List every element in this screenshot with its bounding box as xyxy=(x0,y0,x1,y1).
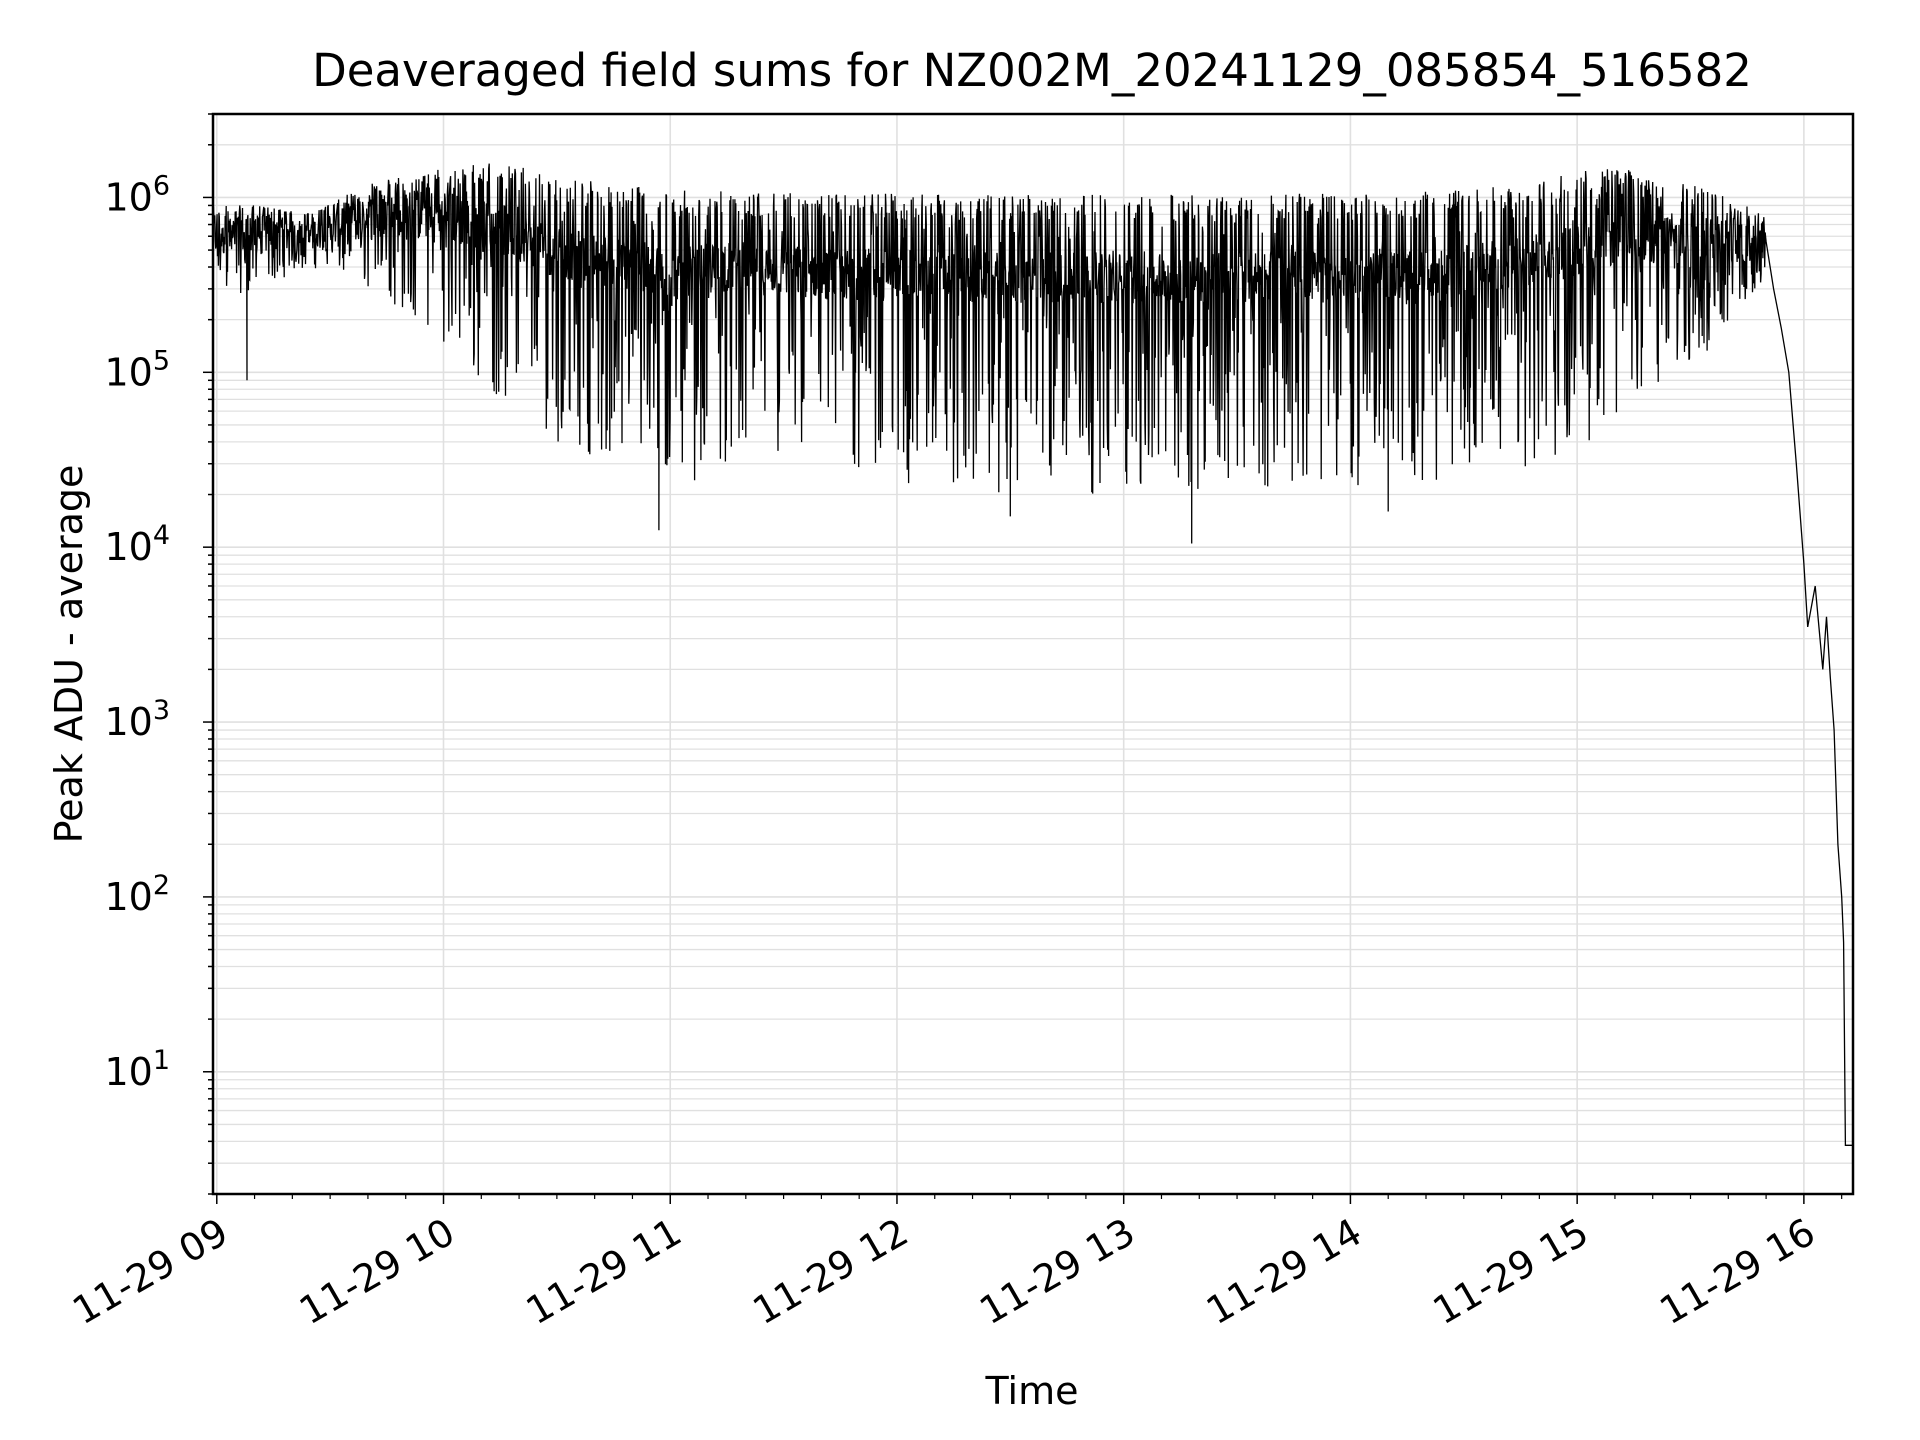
y-axis-label: Peak ADU - average xyxy=(47,465,91,844)
y-tick-label: 102 xyxy=(104,870,170,919)
y-tick-exponent: 5 xyxy=(153,345,170,376)
chart-title: Deaveraged field sums for NZ002M_2024112… xyxy=(312,44,1752,97)
y-tick-base: 10 xyxy=(104,700,152,744)
y-tick-base: 10 xyxy=(104,1050,152,1094)
y-tick-exponent: 1 xyxy=(153,1045,170,1076)
x-axis-label: Time xyxy=(985,1369,1079,1413)
y-tick-exponent: 6 xyxy=(153,170,170,201)
y-tick-exponent: 2 xyxy=(153,870,170,901)
y-tick-exponent: 3 xyxy=(153,695,170,726)
y-tick-label: 106 xyxy=(104,170,170,219)
y-tick-label: 103 xyxy=(104,695,170,744)
y-tick-label: 105 xyxy=(104,345,170,394)
series-path xyxy=(212,163,1853,1146)
y-tick-base: 10 xyxy=(104,525,152,569)
plot-frame xyxy=(211,112,1855,1196)
y-tick-label: 104 xyxy=(104,520,170,569)
y-tick-base: 10 xyxy=(104,875,152,919)
series-line xyxy=(212,163,1853,1146)
y-tick-exponent: 4 xyxy=(153,520,170,551)
y-tick-base: 10 xyxy=(104,350,152,394)
y-tick-base: 10 xyxy=(104,175,152,219)
y-tick-label: 101 xyxy=(104,1045,170,1094)
